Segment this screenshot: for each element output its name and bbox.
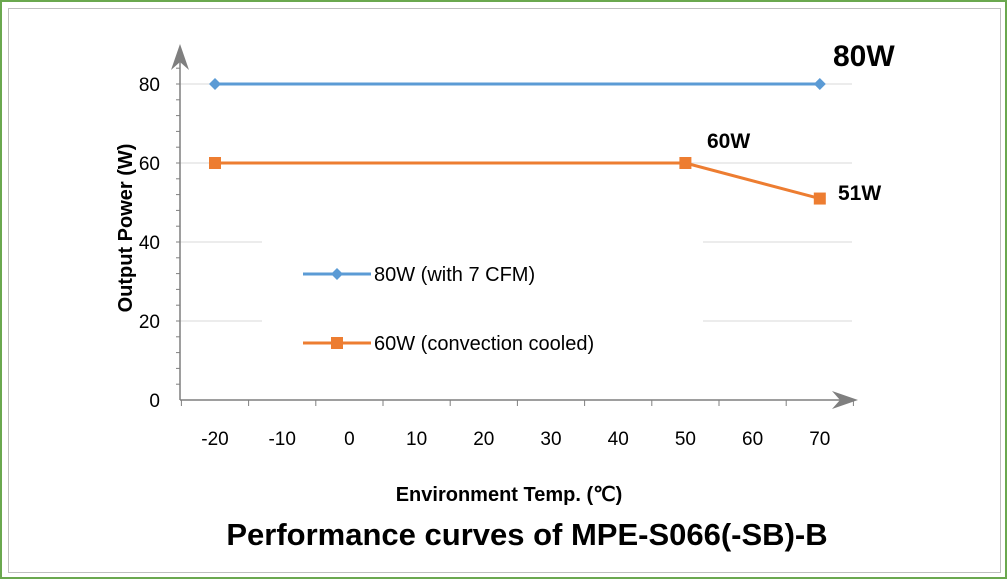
series-line-2 (215, 161, 821, 201)
annotation-2: 60W (707, 130, 750, 153)
x-axis-arrow-icon (832, 391, 858, 409)
x-tick-label: 50 (675, 429, 696, 450)
x-tick-labels: -20 -10 0 10 20 30 40 50 60 70 (201, 429, 830, 450)
x-tick-label: 60 (742, 429, 763, 450)
data-point-square (209, 157, 221, 169)
y-tick-label: 80 (139, 75, 160, 96)
x-tick-label: 10 (406, 429, 427, 450)
y-axis-arrow-icon (171, 44, 189, 70)
y-tick-label: 60 (139, 154, 160, 175)
y-tick-label: 0 (149, 391, 160, 412)
x-tick-label: -10 (268, 429, 295, 450)
x-tick-label: 20 (473, 429, 494, 450)
chart-inner-border (8, 8, 1001, 573)
annotations: 80W 60W 51W (707, 40, 895, 205)
data-point-square (813, 192, 826, 205)
axes (171, 44, 858, 409)
annotation-1: 80W (833, 40, 895, 73)
x-tick-label: 0 (344, 429, 355, 450)
y-tick-label: 40 (139, 233, 160, 254)
data-point-square (331, 337, 343, 349)
x-tick-label: 70 (809, 429, 830, 450)
data-point-diamond (331, 268, 343, 280)
chart-title: Performance curves of MPE-S066(-SB)-B (226, 517, 827, 552)
legend: 80W (with 7 CFM) 60W (convection cooled) (303, 264, 594, 355)
annotation-3: 51W (838, 182, 881, 205)
legend-label-2: 60W (convection cooled) (374, 333, 594, 355)
series-layer (209, 78, 826, 205)
x-tick-label: 30 (540, 429, 561, 450)
x-tick-label: -20 (201, 429, 228, 450)
data-point-diamond (209, 78, 221, 90)
y-tick-labels: 0 20 40 60 80 (139, 75, 160, 412)
legend-label-1: 80W (with 7 CFM) (374, 264, 535, 286)
data-point-square (679, 157, 692, 169)
y-axis-label: Output Power (W) (115, 144, 137, 313)
x-axis-label: Environment Temp. (℃) (396, 484, 623, 506)
data-point-diamond (813, 78, 826, 90)
x-tick-label: 40 (608, 429, 629, 450)
y-tick-label: 20 (139, 312, 160, 333)
